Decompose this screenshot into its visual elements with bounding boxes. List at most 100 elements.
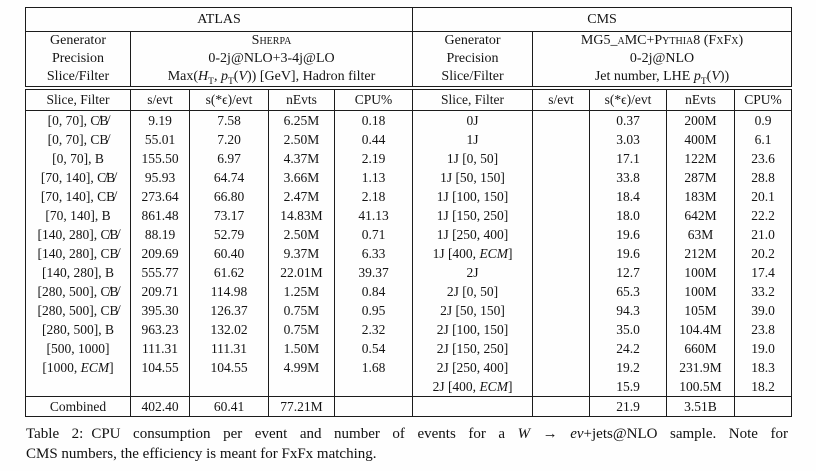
cell: 7.20 — [189, 130, 269, 149]
cell: 2.47M — [268, 187, 335, 206]
cell: 2.32 — [334, 320, 413, 339]
cell: 1.68 — [334, 358, 413, 377]
cell: 0.84 — [334, 282, 413, 301]
cell — [532, 263, 590, 282]
cell: 1J [150, 250] — [412, 206, 533, 225]
combined-row: Combined 402.40 60.41 77.21M 21.9 3.51B — [25, 396, 792, 417]
cell — [532, 244, 590, 263]
cell: 55.01 — [130, 130, 190, 149]
cell: 61.62 — [189, 263, 269, 282]
table-row: [500, 1000] 111.31 111.31 1.50M 0.54 2J [150,… — [26, 339, 792, 358]
cell: 642M — [666, 206, 735, 225]
cell: 0.95 — [334, 301, 413, 320]
cell: 41.13 — [334, 206, 413, 225]
cell: 17.1 — [589, 149, 667, 168]
cell — [532, 168, 590, 187]
cell: 22.2 — [734, 206, 792, 225]
cell: 18.0 — [589, 206, 667, 225]
table-body: [0, 70], C̸B̸ 9.19 7.58 6.25M 0.18 0J 0.37 200M… — [26, 110, 792, 397]
cell: [140, 280], B — [42, 264, 114, 280]
cell: 200M — [666, 110, 735, 130]
cell: 122M — [666, 149, 735, 168]
cell: 88.19 — [130, 225, 190, 244]
cell: 2J [150, 250] — [412, 339, 533, 358]
cell: 287M — [666, 168, 735, 187]
cell: 100M — [666, 282, 735, 301]
atlas-precision-value: 0-2j@NLO+3-4j@LO — [130, 50, 414, 68]
cell: 64.74 — [189, 168, 269, 187]
cell: 73.17 — [189, 206, 269, 225]
cms-combined-nevts: 3.51B — [666, 396, 735, 417]
cell: 6.25M — [268, 110, 335, 130]
table-row: 2J [400, ECM] 15.9 100.5M 18.2 — [26, 377, 792, 397]
cell: 0J — [412, 110, 533, 130]
cell: 111.31 — [189, 339, 269, 358]
cell — [532, 187, 590, 206]
cell: 7.58 — [189, 110, 269, 130]
cell — [532, 339, 590, 358]
table-row: [70, 140], C̸B̸ 95.93 64.74 3.66M 1.13 1J [50… — [26, 168, 792, 187]
cell: [70, 140], C̸B̸ — [40, 169, 116, 185]
table-row: [0, 70], C̸B̸ 9.19 7.58 6.25M 0.18 0J 0.37 200M… — [26, 110, 792, 130]
cell: [0, 70], C̸B̸ — [47, 112, 109, 128]
cell: [280, 500], C̸B̸ — [37, 283, 119, 299]
cell — [532, 149, 590, 168]
cell: [280, 500], B — [42, 321, 114, 337]
cell: 35.0 — [589, 320, 667, 339]
table-data-block: Slice, Filter s/evt s(*ϵ)/evt nEvts CPU%… — [25, 89, 792, 417]
cell: 0.75M — [268, 320, 335, 339]
cms-slicefilter-value: Jet number, LHE pT(V)) — [594, 69, 730, 87]
cell: 1J [0, 50] — [412, 149, 533, 168]
cell: 104.4M — [666, 320, 735, 339]
cms-generator-value: MG5_aMC+Pythia8 (FxFx) — [580, 33, 744, 48]
table-header-block: ATLAS CMS Generator Sherpa Generator MG5… — [25, 7, 793, 87]
table-row: [1000, ECM] 104.55 104.55 4.99M 1.68 2J [250,… — [26, 358, 792, 377]
cell: 18.3 — [734, 358, 792, 377]
cell: 65.3 — [589, 282, 667, 301]
cell: 95.93 — [130, 168, 190, 187]
cell: 273.64 — [130, 187, 190, 206]
cell: 2J [100, 150] — [412, 320, 533, 339]
cell: 3.66M — [268, 168, 335, 187]
cell: 0.44 — [334, 130, 413, 149]
cms-precision-value: 0-2j@NLO — [629, 51, 695, 66]
cell: [1000, ECM] — [42, 359, 114, 375]
cell: 39.37 — [334, 263, 413, 282]
cell: 19.0 — [734, 339, 792, 358]
cell: [70, 140], B — [45, 207, 111, 223]
cms-combined-seevt: 21.9 — [589, 396, 667, 417]
cell: 231.9M — [666, 358, 735, 377]
cell: 660M — [666, 339, 735, 358]
table-row: [140, 280], C̸B̸ 88.19 52.79 2.50M 0.71 1J [2… — [26, 225, 792, 244]
cell — [189, 377, 269, 397]
cms-col-sevt: s/evt — [532, 89, 590, 111]
cell: 18.2 — [734, 377, 792, 397]
cell: [140, 280], CB̸ — [37, 245, 119, 261]
caption-table-number: Table 2: — [26, 426, 84, 442]
cell: 2.18 — [334, 187, 413, 206]
cell: 6.97 — [189, 149, 269, 168]
cell — [532, 320, 590, 339]
atlas-combined-nevts: 77.21M — [268, 396, 335, 417]
table-row: [140, 280], B 555.77 61.62 22.01M 39.37 2J 12.… — [26, 263, 792, 282]
atlas-generator-value: Sherpa — [130, 31, 414, 50]
cell: 6.1 — [734, 130, 792, 149]
cell: 18.4 — [589, 187, 667, 206]
cell: 1.25M — [268, 282, 335, 301]
cell: 861.48 — [130, 206, 190, 225]
cell: 104.55 — [189, 358, 269, 377]
atlas-slicefilter-value: Max(HT, pT(V)) [GeV], Hadron filter — [130, 68, 414, 87]
cell: 0.75M — [268, 301, 335, 320]
cell: 22.01M — [268, 263, 335, 282]
atlas-col-sevt: s/evt — [130, 89, 190, 111]
cell: 28.8 — [734, 168, 792, 187]
atlas-col-slice: Slice, Filter — [25, 89, 131, 111]
table-row: [280, 500], B 963.23 132.02 0.75M 2.32 2J [10… — [26, 320, 792, 339]
cell: 33.8 — [589, 168, 667, 187]
cell: 19.2 — [589, 358, 667, 377]
cell: 33.2 — [734, 282, 792, 301]
table-row: [70, 140], CB̸ 273.64 66.80 2.47M 2.18 1J [10… — [26, 187, 792, 206]
cell: 100M — [666, 263, 735, 282]
cell: 17.4 — [734, 263, 792, 282]
